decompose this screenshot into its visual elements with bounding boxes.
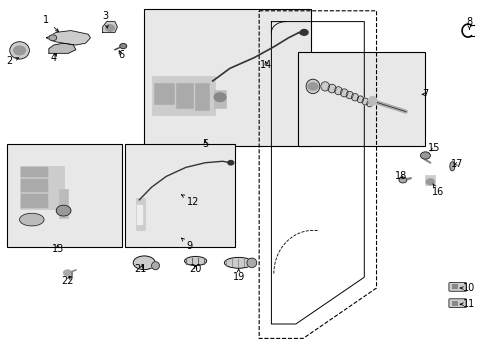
Ellipse shape [224, 257, 252, 268]
Bar [136, 198, 144, 230]
Bar [451, 301, 457, 306]
Ellipse shape [368, 96, 376, 105]
Circle shape [300, 30, 307, 35]
Bar [176, 83, 193, 108]
Bar [59, 189, 68, 218]
Ellipse shape [133, 256, 155, 270]
Text: 19: 19 [232, 269, 244, 282]
Text: 6: 6 [118, 50, 124, 60]
Polygon shape [49, 43, 76, 53]
Text: 16: 16 [430, 184, 443, 197]
Text: 8: 8 [466, 17, 471, 30]
Ellipse shape [334, 87, 342, 95]
Text: 4: 4 [51, 53, 57, 63]
Bar [7, 144, 122, 247]
Text: 3: 3 [102, 11, 108, 28]
Bar [298, 52, 425, 146]
Text: 20: 20 [189, 264, 202, 274]
Bar [20, 166, 63, 209]
Ellipse shape [346, 91, 352, 99]
Bar [137, 205, 143, 225]
Circle shape [307, 83, 317, 90]
Ellipse shape [20, 213, 44, 226]
FancyBboxPatch shape [448, 299, 466, 307]
Circle shape [214, 93, 225, 102]
Text: 11: 11 [459, 299, 475, 309]
Ellipse shape [320, 82, 329, 91]
Text: 17: 17 [450, 159, 463, 169]
Ellipse shape [327, 84, 335, 93]
Text: 21: 21 [134, 264, 147, 274]
Text: 18: 18 [394, 171, 407, 181]
Ellipse shape [305, 79, 319, 94]
Circle shape [120, 44, 126, 49]
Circle shape [14, 46, 25, 55]
Ellipse shape [361, 98, 368, 105]
Bar [214, 90, 226, 108]
Ellipse shape [151, 262, 159, 270]
Text: 22: 22 [61, 276, 74, 286]
Ellipse shape [366, 100, 372, 107]
Ellipse shape [449, 162, 454, 171]
Ellipse shape [184, 256, 206, 265]
FancyBboxPatch shape [448, 283, 466, 291]
Polygon shape [46, 31, 90, 45]
Circle shape [49, 35, 57, 41]
Text: 13: 13 [51, 244, 64, 254]
Text: 5: 5 [202, 139, 208, 149]
Bar [20, 194, 48, 208]
Text: 10: 10 [459, 283, 475, 293]
Bar [425, 175, 434, 185]
Circle shape [227, 161, 233, 165]
Circle shape [426, 179, 433, 185]
Bar [154, 83, 173, 104]
Circle shape [420, 152, 429, 159]
Ellipse shape [246, 258, 256, 267]
Bar [451, 284, 457, 289]
Circle shape [63, 270, 71, 276]
Bar [20, 179, 48, 192]
Ellipse shape [356, 96, 363, 103]
Bar [20, 167, 48, 177]
Text: 9: 9 [181, 238, 192, 251]
Text: 1: 1 [43, 15, 59, 32]
Text: 2: 2 [7, 56, 19, 66]
Ellipse shape [351, 94, 358, 101]
Circle shape [56, 205, 71, 216]
Text: 14: 14 [260, 60, 272, 70]
Polygon shape [102, 22, 117, 32]
Text: 7: 7 [422, 89, 427, 99]
Bar [151, 76, 215, 115]
Text: 15: 15 [427, 143, 440, 153]
Text: 12: 12 [181, 195, 199, 207]
Circle shape [105, 25, 114, 31]
Ellipse shape [10, 42, 29, 59]
Ellipse shape [340, 89, 347, 97]
Circle shape [398, 177, 406, 183]
Bar [144, 9, 310, 146]
Bar [194, 83, 209, 110]
Bar [124, 144, 234, 247]
